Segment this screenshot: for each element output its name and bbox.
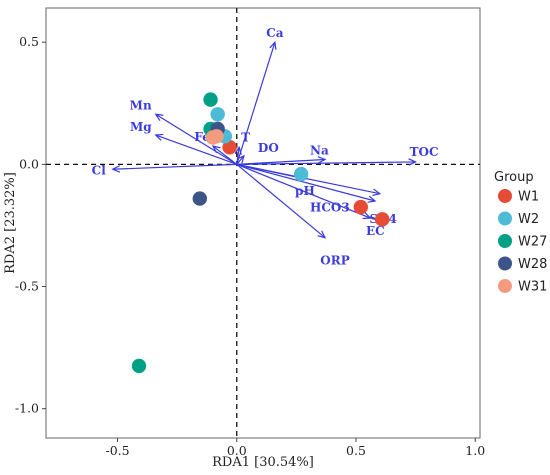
point-w2	[210, 107, 225, 122]
sample-points	[131, 92, 390, 374]
point-w1	[222, 140, 237, 155]
legend-marker-w2	[498, 211, 512, 226]
vector-label-na: Na	[310, 143, 329, 157]
y-tick-label: 0.5	[19, 34, 39, 49]
y-tick-label: 0.0	[19, 156, 39, 171]
vector-arrow-mn	[155, 113, 238, 165]
vector-label-hco3: HCO3	[310, 201, 350, 215]
legend-marker-w27	[498, 234, 512, 248]
vector-arrow-fe	[212, 145, 238, 165]
vector-arrow-ec	[236, 163, 371, 219]
point-w28	[192, 191, 208, 206]
reference-lines	[46, 8, 480, 438]
vector-arrowhead-cl	[111, 165, 121, 173]
vector-arrow-t	[236, 147, 240, 165]
vector-arrow-toc	[236, 161, 416, 165]
legend-marker-w31	[498, 279, 512, 293]
vector-label-ca: Ca	[266, 26, 284, 40]
vector-arrowhead-t	[234, 145, 242, 155]
vector-arrowhead-hco3	[372, 188, 382, 196]
x-axis-title: RDA1 [30.54%]	[212, 455, 314, 470]
point-w1	[375, 212, 390, 227]
point-w1	[353, 199, 368, 215]
legend-label-w31: W31	[518, 280, 547, 295]
x-tick-label: -0.5	[105, 443, 129, 458]
vector-arrow-na	[236, 158, 326, 165]
y-tick-label: -1.0	[15, 401, 39, 416]
vector-arrow-cl	[112, 163, 237, 170]
vector-arrowhead-ec	[362, 212, 372, 220]
vector-arrowhead-na	[317, 156, 327, 164]
vector-label-ec: EC	[366, 224, 385, 238]
legend-label-w2: W2	[518, 212, 539, 227]
axis-ticks: -0.5 0.0 0.5 1.0 -1.0 -0.5 0.0 0.5	[15, 34, 485, 458]
point-w31	[209, 129, 224, 144]
point-w2	[293, 166, 309, 182]
vector-arrowhead-fe	[211, 145, 221, 154]
vector-arrow-orp	[236, 163, 326, 239]
legend-label-w27: W27	[518, 235, 547, 250]
x-tick-label: 0.5	[346, 443, 366, 458]
y-axis-title: RDA2 [23.32%]	[3, 172, 18, 274]
vector-arrowhead-so4	[367, 195, 377, 203]
legend-marker-w1	[498, 189, 512, 203]
point-w27	[131, 358, 147, 374]
vector-arrowhead-do	[236, 154, 245, 164]
vector-label-toc: TOC	[410, 145, 439, 159]
vector-arrow-hco3	[236, 163, 380, 195]
legend-title: Group	[494, 170, 534, 185]
vector-label-mn: Mn	[130, 98, 152, 112]
x-tick-label: 0.0	[227, 443, 247, 458]
vector-arrowhead-orp	[317, 230, 327, 239]
vector-label-cl: Cl	[92, 163, 107, 177]
y-tick-label: -0.5	[15, 279, 39, 294]
legend: Group W1 W2 W27 W28 W31	[494, 170, 547, 295]
vector-arrowhead-mg	[154, 133, 164, 141]
vector-arrow-do	[236, 155, 245, 165]
legend-label-w1: W1	[518, 190, 539, 205]
point-w27	[203, 92, 218, 107]
vector-arrowhead-mn	[154, 113, 164, 122]
vector-arrowhead-toc	[408, 158, 418, 166]
plot-frame	[45, 7, 481, 439]
vector-arrow-ca	[236, 42, 276, 165]
x-tick-label: 1.0	[465, 443, 485, 458]
legend-label-w28: W28	[518, 257, 547, 272]
vector-arrow-so4	[236, 163, 376, 202]
vector-arrow-mg	[155, 134, 237, 165]
vector-label-mg: Mg	[130, 120, 152, 134]
vector-arrows: CaMnMgFeClTDONaTOCpHHCO3SO4ECORP	[92, 26, 439, 267]
vector-label-ph: pH	[295, 184, 315, 198]
vector-label-orp: ORP	[320, 254, 349, 268]
legend-marker-w28	[498, 256, 512, 271]
vector-label-do: DO	[258, 141, 279, 155]
vector-arrowhead-ca	[269, 40, 277, 50]
vector-label-t: T	[241, 130, 250, 144]
